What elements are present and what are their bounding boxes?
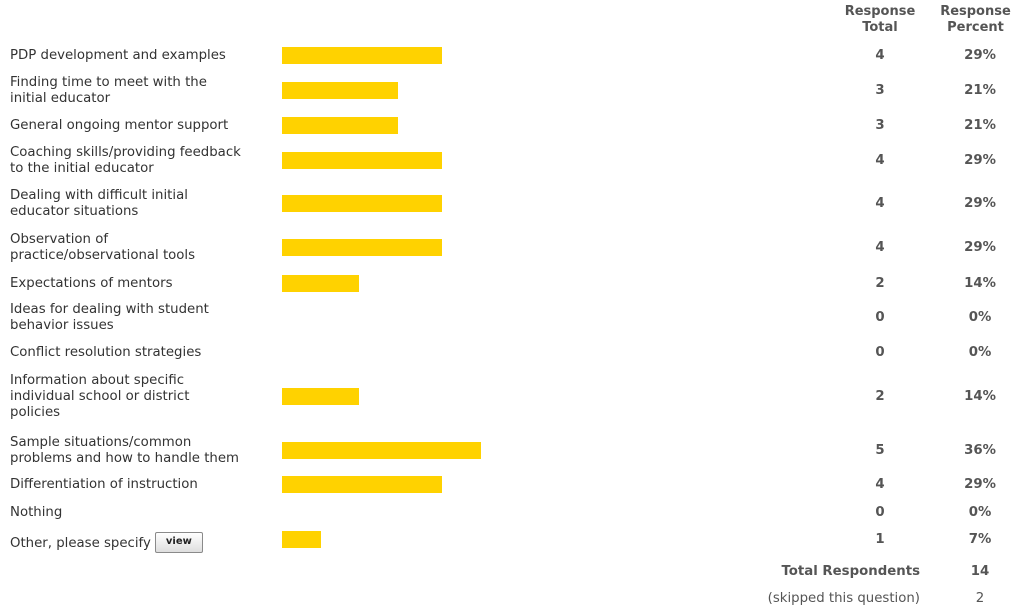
category-label: Observation of practice/observational too… [10,232,282,264]
response-total-header: Response Total [835,4,925,36]
category-label-line: Coaching skills/providing feedback [10,145,241,160]
skipped-question-label: (skipped this question) [767,591,920,606]
response-total-value: 5 [875,443,885,458]
category-label-line: PDP development and examples [10,48,226,63]
response-percent-value: 29% [964,48,996,63]
category-label: Conflict resolution strategies [10,345,282,361]
response-total-value: 3 [875,118,885,133]
response-percent-value: 36% [964,443,996,458]
category-label-line: individual school or district [10,389,190,404]
response-total-value: 0 [875,345,885,360]
response-percent-value: 0% [968,345,992,360]
response-percent-value: 29% [964,477,996,492]
response-total-value: 4 [875,477,885,492]
category-label-line: Finding time to meet with the [10,75,207,90]
response-percent-header: Response Percent [928,4,1023,36]
response-percent-value: 29% [964,196,996,211]
response-total-value: 4 [875,196,885,211]
category-label-line: to the initial educator [10,161,154,176]
response-total-header-line2: Total [862,20,898,35]
category-label-line: Sample situations/common [10,435,192,450]
response-bar [282,275,359,292]
category-label-line: Conflict resolution strategies [10,345,202,360]
view-button[interactable]: view [154,532,203,553]
category-label: Dealing with difficult initial educator s… [10,188,282,220]
response-percent-value: 29% [964,153,996,168]
response-total-value: 2 [875,276,885,291]
response-total-value: 4 [875,48,885,63]
category-label-line: Dealing with difficult initial [10,188,188,203]
response-percent-value: 14% [964,389,996,404]
response-bar [282,152,442,169]
category-label-line: Observation of [10,232,109,247]
category-label: Coaching skills/providing feedback to the… [10,145,282,177]
category-label-line: practice/observational tools [10,248,196,263]
category-label-line: behavior issues [10,318,114,333]
category-label-line: Nothing [10,505,63,520]
response-percent-value: 29% [964,240,996,255]
category-label-line: Differentiation of instruction [10,477,198,492]
response-percent-header-line2: Percent [947,20,1004,35]
category-label: General ongoing mentor support [10,118,282,134]
category-label-line: General ongoing mentor support [10,118,229,133]
response-total-value: 0 [875,310,885,325]
total-respondents-label: Total Respondents [781,564,920,579]
response-percent-value: 7% [968,532,992,547]
category-label: PDP development and examples [10,48,282,64]
category-label-line: initial educator [10,91,111,106]
response-bar [282,388,359,405]
category-label: Differentiation of instruction [10,477,282,493]
response-bar [282,117,398,134]
response-percent-value: 0% [968,505,992,520]
category-label: Finding time to meet with the initial edu… [10,75,282,107]
response-percent-header-line1: Response [940,4,1011,19]
category-label-line: Information about specific [10,373,185,388]
response-percent-value: 21% [964,118,996,133]
category-label-line: policies [10,405,61,420]
response-total-value: 1 [875,532,885,547]
category-label: Information about specific individual sch… [10,373,282,421]
response-bar [282,442,481,459]
response-bar [282,476,442,493]
category-label: Expectations of mentors [10,276,282,292]
category-label-line: Other, please specify view [10,532,282,553]
category-label-text: Other, please specify [10,536,151,551]
response-percent-value: 0% [968,310,992,325]
response-total-value: 0 [875,505,885,520]
response-percent-value: 14% [964,276,996,291]
category-label: Sample situations/common problems and how… [10,435,282,467]
category-label-line: Ideas for dealing with student [10,302,209,317]
total-respondents-value: 14 [970,564,990,579]
response-total-value: 3 [875,83,885,98]
category-label: Other, please specify view [10,532,282,553]
response-total-header-line1: Response [844,4,916,19]
response-bar [282,82,398,99]
response-bar [282,239,442,256]
response-total-value: 2 [875,389,885,404]
response-total-value: 4 [875,240,885,255]
category-label-line: educator situations [10,204,139,219]
response-total-value: 4 [875,153,885,168]
category-label: Ideas for dealing with student behavior i… [10,302,282,334]
category-label-line: problems and how to handle them [10,451,239,466]
response-bar [282,47,442,64]
response-bar [282,195,442,212]
category-label: Nothing [10,505,282,521]
response-percent-value: 21% [964,83,996,98]
category-label-line: Expectations of mentors [10,276,173,291]
skipped-question-value: 2 [975,591,985,606]
response-bar [282,531,321,548]
